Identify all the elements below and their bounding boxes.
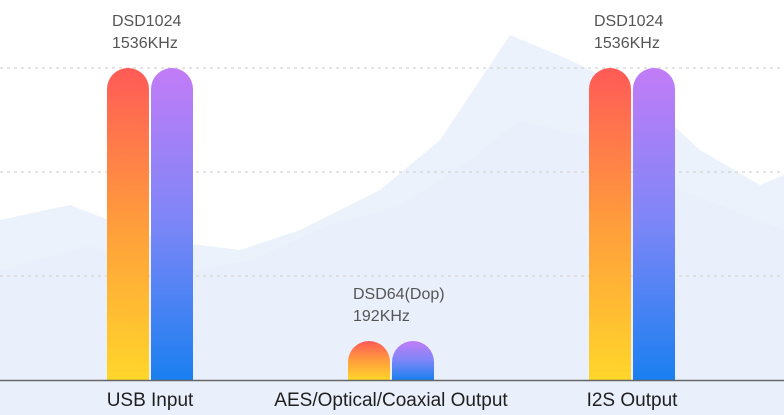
- bar: [589, 68, 631, 380]
- bar: [392, 341, 434, 380]
- data-label: 1536KHz: [594, 35, 660, 52]
- background-mountain-front: [0, 120, 784, 415]
- bar: [633, 68, 675, 381]
- data-label: 1536KHz: [112, 35, 178, 52]
- category-label: I2S Output: [587, 390, 679, 411]
- data-label: DSD1024: [594, 13, 663, 30]
- bars-layer: [107, 68, 675, 381]
- background-layer: [0, 35, 784, 415]
- x-axis: USB Input AES/Optical/Coaxial Output I2S O…: [0, 379, 784, 411]
- data-labels-layer: DSD1024 1536KHz DSD64(Dop) 192KHz DSD1024 153…: [112, 13, 663, 325]
- category-label: USB Input: [107, 390, 194, 411]
- data-label: DSD1024: [112, 13, 181, 30]
- data-label: 192KHz: [353, 308, 410, 325]
- bar: [348, 341, 390, 380]
- bar: [151, 68, 193, 380]
- data-label: DSD64(Dop): [353, 286, 445, 303]
- bar: [107, 68, 149, 380]
- category-label: AES/Optical/Coaxial Output: [274, 390, 508, 411]
